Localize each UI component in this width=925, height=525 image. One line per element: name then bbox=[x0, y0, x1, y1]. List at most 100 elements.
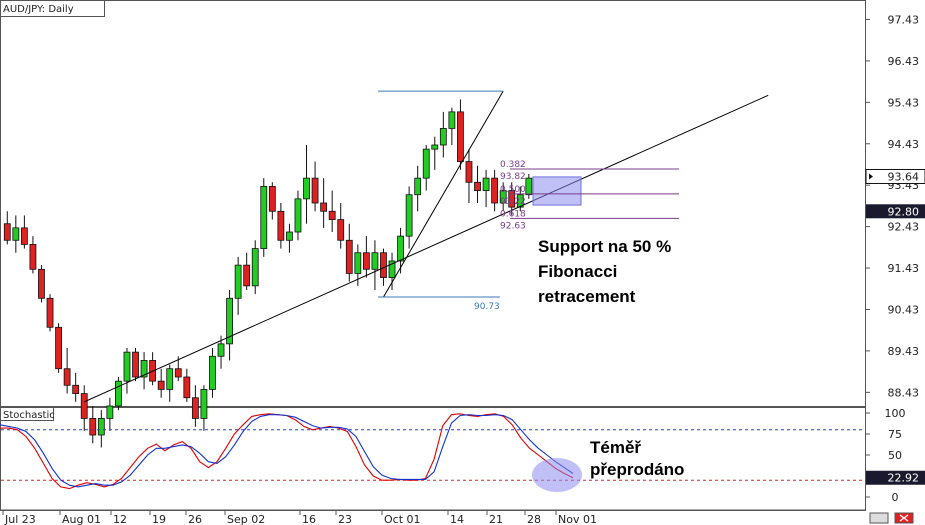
y-tick-label: 94.43 bbox=[888, 138, 920, 151]
stochastic-tick-label: 50 bbox=[888, 449, 902, 462]
fib-level-ratio: 0.618 bbox=[500, 209, 526, 219]
candle bbox=[97, 410, 105, 448]
price-label-box bbox=[866, 204, 925, 219]
bearish-candle-body bbox=[320, 202, 328, 212]
stochastic-pane-frame bbox=[0, 407, 866, 511]
bullish-candle-body bbox=[431, 144, 439, 150]
candle bbox=[311, 161, 319, 212]
candle bbox=[140, 352, 148, 390]
candle bbox=[303, 145, 310, 224]
current-price-box bbox=[865, 168, 925, 184]
candle bbox=[72, 372, 80, 402]
trendline bbox=[84, 94, 769, 403]
candle bbox=[362, 236, 370, 278]
bearish-candle-body bbox=[46, 297, 54, 328]
candle bbox=[516, 186, 524, 212]
candle bbox=[174, 356, 182, 382]
candle bbox=[525, 174, 533, 199]
x-tick-label: 19 bbox=[152, 513, 166, 525]
bearish-candle-body bbox=[311, 177, 319, 204]
stochastic-value-label: 22.92 bbox=[888, 472, 920, 485]
bullish-candle-body bbox=[482, 177, 490, 191]
y-tick-label: 97.43 bbox=[888, 13, 920, 26]
oversold-annotation-line: přeprodáno bbox=[590, 460, 684, 479]
candle bbox=[499, 182, 507, 212]
candle bbox=[209, 348, 216, 398]
bearish-candle-body bbox=[508, 190, 516, 208]
main-pane-frame bbox=[0, 0, 866, 407]
candle bbox=[157, 368, 165, 398]
bullish-candle-body bbox=[115, 380, 122, 407]
y-tick-label: 92.43 bbox=[888, 221, 920, 234]
bearish-candle-body bbox=[328, 210, 336, 220]
candle bbox=[448, 107, 456, 145]
bearish-candle-body bbox=[55, 326, 62, 370]
candle bbox=[132, 348, 139, 382]
stochastic-title: Stochastic bbox=[3, 410, 55, 421]
candle bbox=[465, 149, 473, 203]
bearish-candle-body bbox=[380, 252, 387, 278]
scroll-controls[interactable] bbox=[869, 512, 914, 524]
candle bbox=[217, 335, 225, 369]
fib-level-price: 93.22 bbox=[500, 197, 526, 207]
y-tick-label: 95.43 bbox=[888, 96, 920, 109]
fib-level-ratio: 0.382 bbox=[500, 160, 526, 170]
candle bbox=[405, 186, 413, 249]
candle bbox=[191, 385, 199, 427]
bullish-candle-body bbox=[354, 252, 362, 274]
support-annotation-line: Fibonacci bbox=[538, 262, 617, 281]
candle bbox=[286, 223, 293, 253]
candle bbox=[3, 211, 11, 245]
bullish-candle-body bbox=[516, 194, 524, 208]
bullish-candle-body bbox=[200, 389, 208, 419]
candle bbox=[345, 223, 353, 282]
scroll-bar-icon[interactable] bbox=[869, 512, 889, 524]
candle bbox=[337, 203, 345, 249]
bearish-candle-body bbox=[72, 384, 80, 394]
fib-swing-line bbox=[383, 90, 504, 298]
candle bbox=[234, 256, 242, 315]
stochastic-d-line bbox=[0, 414, 574, 488]
candle bbox=[226, 290, 233, 361]
bearish-candle-body bbox=[3, 223, 11, 241]
bullish-candle-body bbox=[388, 260, 396, 278]
bearish-candle-body bbox=[38, 268, 45, 299]
candle bbox=[20, 215, 28, 249]
candle bbox=[38, 265, 45, 303]
current-price-pointer-icon bbox=[869, 173, 873, 180]
main-grid bbox=[0, 0, 866, 511]
bearish-candle-body bbox=[80, 393, 88, 419]
candle bbox=[414, 165, 422, 212]
bearish-candle-body bbox=[29, 244, 37, 270]
bearish-candle-body bbox=[243, 264, 251, 287]
bearish-candle-body bbox=[457, 111, 464, 162]
x-tick-label: Nov 01 bbox=[558, 513, 597, 525]
candle bbox=[457, 99, 464, 170]
bullish-candle-body bbox=[397, 235, 404, 262]
current-price-label: 93.64 bbox=[888, 170, 920, 183]
candle bbox=[183, 368, 191, 402]
x-tick-label: 21 bbox=[489, 513, 503, 525]
x-tick-label: 23 bbox=[338, 513, 352, 525]
bullish-candle-body bbox=[371, 252, 379, 270]
x-tick-label: Aug 01 bbox=[62, 513, 101, 525]
y-tick-label: 91.43 bbox=[888, 262, 920, 275]
annotations: Support na 50 % Fibonacci retracement Téměř… bbox=[538, 237, 684, 479]
fib-level-price: 92.63 bbox=[500, 221, 526, 231]
x-tick-label: 12 bbox=[113, 513, 127, 525]
bullish-candle-body bbox=[414, 177, 422, 196]
bearish-candle-body bbox=[474, 181, 481, 191]
candle bbox=[328, 190, 336, 232]
bullish-candle-body bbox=[260, 186, 268, 249]
x-tick-label: 16 bbox=[302, 513, 316, 525]
candle bbox=[29, 236, 37, 274]
fib-low-label: 90.73 bbox=[474, 302, 500, 312]
x-tick-label: Oct 01 bbox=[384, 513, 421, 525]
candle bbox=[115, 377, 122, 411]
bullish-candle-body bbox=[422, 148, 430, 179]
bullish-candle-body bbox=[294, 198, 302, 233]
x-tick-label: 26 bbox=[188, 513, 202, 525]
candle bbox=[431, 136, 439, 170]
candle bbox=[260, 178, 268, 257]
